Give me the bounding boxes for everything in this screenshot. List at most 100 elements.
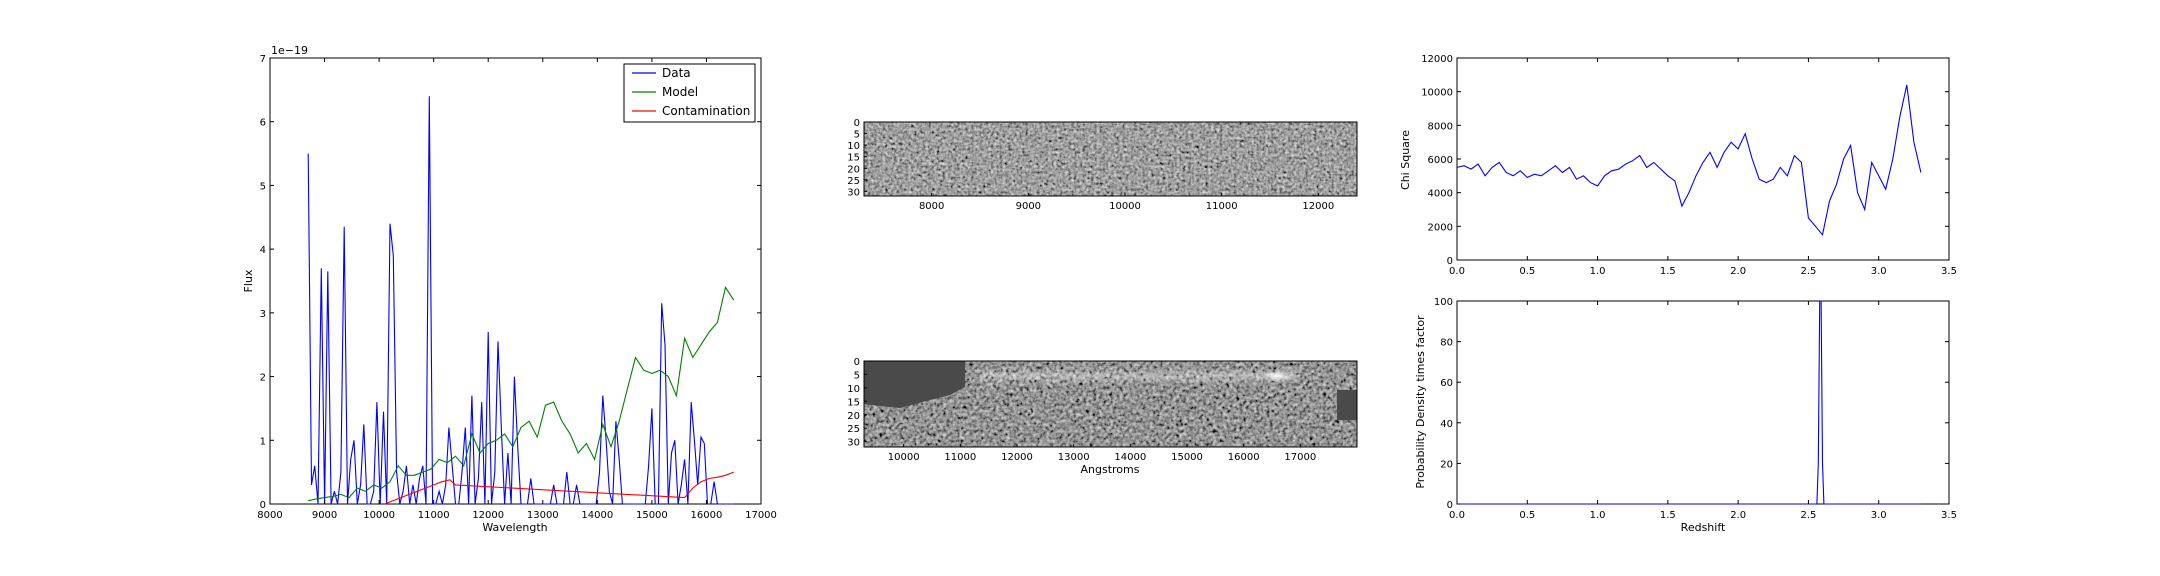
chi-square-xtick-label: 3.5: [1941, 266, 1957, 277]
chi-square-plot: 0.0 0.5 1.0 1.5 2.0 2.5 3.0 3.5 0 2000 4000 6000 800…: [1399, 54, 1957, 277]
spectrum-xtick-label: 14000: [581, 510, 613, 521]
image-2-bright-source: [1263, 370, 1291, 382]
image-2-xtick-label: 14000: [1114, 452, 1146, 463]
image-1-ytick-label: 15: [847, 153, 860, 164]
probability-ytick-label: 40: [1440, 419, 1453, 430]
chi-square-series-group: [1456, 84, 1922, 237]
image-1-ytick-label: 30: [847, 187, 860, 198]
spectrum-ytick-label: 3: [260, 309, 266, 320]
legend-label-contamination: Contamination: [662, 104, 750, 118]
spectrum-2d-image-2: 10000 11000 12000 13000 14000 15000 16000 17000…: [847, 357, 1358, 476]
chi-square-tick-group: 0.0 0.5 1.0 1.5 2.0 2.5 3.0 3.5 0 2000 4000 6000 800…: [1421, 54, 1957, 277]
spectrum-axes-frame: [269, 57, 762, 505]
chi-square-xtick-label: 1.5: [1660, 266, 1676, 277]
chi-square-ytick-label: 6000: [1428, 155, 1453, 166]
probability-xtick-label: 2.0: [1730, 510, 1746, 521]
image-2-xlabel: Angstroms: [1081, 463, 1140, 476]
probability-xtick-label: 3.5: [1941, 510, 1957, 521]
probability-ytick-label: 20: [1440, 459, 1453, 470]
image-1-ytick-label: 0: [854, 118, 860, 129]
spectrum-ylabel: Flux: [242, 269, 255, 292]
chi-square-series-0-line: [1456, 84, 1922, 237]
probability-ylabel: Probability Density times factor: [1414, 315, 1427, 489]
probability-ytick-label: 0: [1447, 500, 1453, 511]
probability-xtick-label: 1.5: [1660, 510, 1676, 521]
spectrum-tick-group: 8000 9000 10000 11000 12000 13000 14000 15000 16…: [257, 54, 777, 521]
chi-square-xtick-label: 0.5: [1519, 266, 1535, 277]
image-1-noise: [864, 122, 1357, 196]
image-1-ytick-label: 10: [847, 141, 860, 152]
spectrum-ytick-label: 1: [260, 436, 266, 447]
image-1-ytick-label: 25: [847, 176, 860, 187]
image-2-xtick-label: 16000: [1228, 452, 1260, 463]
legend-label-model: Model: [662, 85, 698, 99]
image-2-trace-streak: [980, 368, 1300, 384]
image-2-ytick-label: 5: [854, 370, 860, 381]
probability-plot: 0.0 0.5 1.0 1.5 2.0 2.5 3.0 3.5 0 20 40 60 80 100 Red…: [1414, 297, 1957, 534]
spectrum-xtick-label: 13000: [527, 510, 559, 521]
legend-label-data: Data: [662, 66, 691, 80]
image-1-xtick-label: 11000: [1206, 201, 1238, 212]
image-2-ytick-label: 15: [847, 397, 860, 408]
chi-square-xtick-label: 3.0: [1871, 266, 1887, 277]
chi-square-xtick-label: 1.0: [1590, 266, 1606, 277]
spectrum-ytick-label: 7: [260, 54, 266, 65]
probability-ytick-label: 80: [1440, 338, 1453, 349]
chi-square-xtick-label: 2.0: [1730, 266, 1746, 277]
spectrum-ytick-label: 0: [260, 500, 266, 511]
image-2-ytick-label: 30: [847, 438, 860, 449]
image-2-xtick-label: 13000: [1058, 452, 1090, 463]
image-1-ytick-label: 20: [847, 164, 860, 175]
spectrum-ytick-label: 6: [260, 118, 266, 129]
spectrum-plot: 8000 9000 10000 11000 12000 13000 14000 15000 16…: [242, 44, 777, 534]
chi-square-ytick-label: 0: [1447, 256, 1453, 267]
spectrum-offset-text: 1e−19: [271, 44, 308, 57]
spectrum-xtick-label: 12000: [472, 510, 504, 521]
chi-square-xtick-label: 0.0: [1449, 266, 1465, 277]
spectrum-xtick-label: 10000: [363, 510, 395, 521]
image-1-xtick-label: 8000: [919, 201, 944, 212]
probability-xtick-label: 0.0: [1449, 510, 1465, 521]
probability-axes-frame: [1456, 300, 1950, 505]
chi-square-axes-frame: [1456, 57, 1950, 261]
chi-square-ytick-label: 12000: [1421, 54, 1453, 65]
spectrum-series-data-line: [307, 96, 734, 505]
chi-square-ylabel: Chi Square: [1399, 130, 1412, 190]
spectrum-xtick-label: 8000: [257, 510, 282, 521]
image-2-xtick-label: 12000: [1001, 452, 1033, 463]
spectrum-series-model-line: [308, 286, 735, 502]
probability-ytick-label: 100: [1434, 297, 1453, 308]
probability-xtick-label: 1.0: [1590, 510, 1606, 521]
probability-xtick-label: 0.5: [1519, 510, 1535, 521]
spectrum-ytick-label: 2: [260, 373, 266, 384]
probability-series-group: [1457, 300, 1921, 505]
image-2-xtick-label: 10000: [888, 452, 920, 463]
image-2-xtick-label: 17000: [1284, 452, 1316, 463]
image-1-xtick-label: 10000: [1109, 201, 1141, 212]
spectrum-series-contamination-line: [384, 471, 734, 505]
image-2-frame: [863, 360, 1358, 448]
probability-ytick-label: 60: [1440, 378, 1453, 389]
image-2-ytick-label: 25: [847, 424, 860, 435]
chi-square-ytick-label: 4000: [1428, 189, 1453, 200]
spectrum-series-group: [307, 96, 735, 505]
spectrum-legend: Data Model Contamination: [623, 63, 756, 123]
chi-square-ytick-label: 10000: [1421, 88, 1453, 99]
spectrum-xtick-label: 9000: [312, 510, 337, 521]
probability-xtick-label: 3.0: [1871, 510, 1887, 521]
image-1-xtick-label: 12000: [1302, 201, 1334, 212]
legend-box: [623, 63, 756, 123]
image-2-xtick-label: 11000: [944, 452, 976, 463]
image-2-ytick-label: 0: [854, 357, 860, 368]
spectrum-ytick-label: 5: [260, 181, 266, 192]
spectrum-xtick-label: 15000: [636, 510, 668, 521]
chi-square-ytick-label: 2000: [1428, 222, 1453, 233]
image-1-frame: [863, 121, 1358, 197]
chi-square-ytick-label: 8000: [1428, 121, 1453, 132]
spectrum-xtick-label: 16000: [691, 510, 723, 521]
image-2-xtick-label: 15000: [1171, 452, 1203, 463]
image-2-masked-region: [864, 361, 965, 408]
spectrum-xtick-label: 17000: [745, 510, 777, 521]
